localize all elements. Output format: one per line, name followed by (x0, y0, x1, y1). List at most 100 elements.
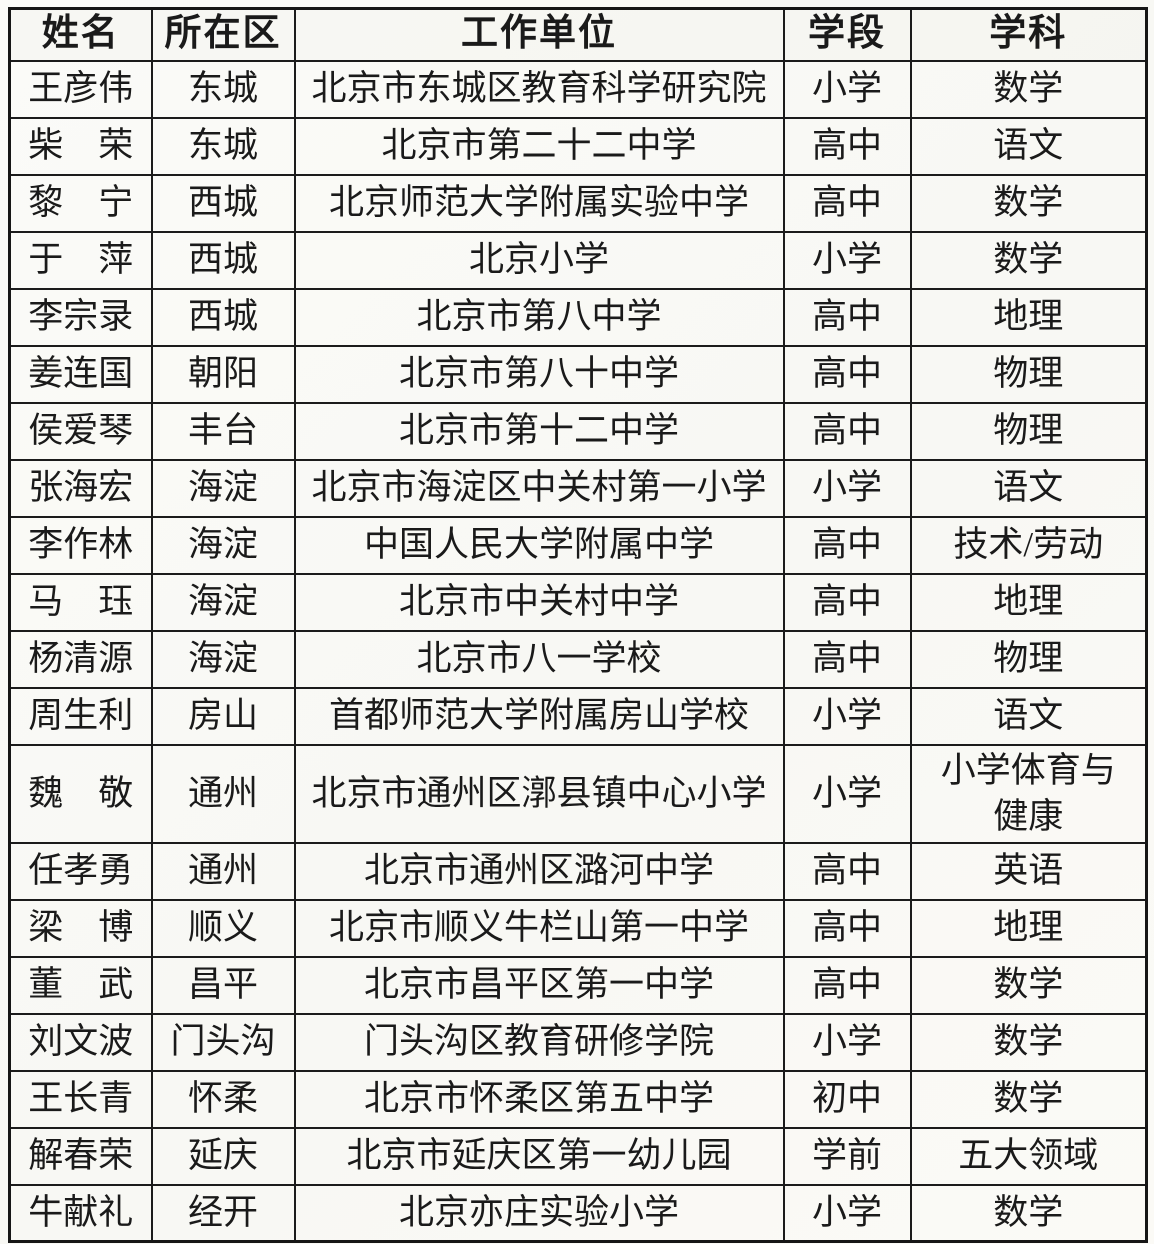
cell-name: 马 珏 (8, 572, 153, 632)
cell-unit: 北京市昌平区第一中学 (293, 955, 785, 1015)
cell-subject: 语文 (909, 458, 1148, 518)
cell-subject: 小学体育与健康 (909, 743, 1148, 844)
table-row: 王长青 怀柔 北京市怀柔区第五中学 初中 数学 (8, 1069, 1148, 1129)
cell-name: 刘文波 (8, 1012, 153, 1072)
cell-stage: 高中 (782, 898, 912, 958)
cell-subject: 物理 (909, 629, 1148, 689)
table-row: 王彦伟 东城 北京市东城区教育科学研究院 小学 数学 (8, 59, 1148, 119)
table-row: 黎 宁西城 北京师范大学附属实验中学 高中 数学 (8, 173, 1148, 233)
cell-stage: 高中 (782, 116, 912, 176)
cell-subject: 地理 (909, 287, 1148, 347)
table-row: 张海宏 海淀 北京市海淀区中关村第一小学 小学 语文 (8, 458, 1148, 518)
cell-unit: 北京市八一学校 (293, 629, 785, 689)
cell-subject: 数学 (909, 1183, 1148, 1243)
cell-unit: 首都师范大学附属房山学校 (293, 686, 785, 746)
table-body: 王彦伟 东城 北京市东城区教育科学研究院 小学 数学柴 荣东城 北京市第二十二中学 高中 语文… (8, 59, 1148, 1243)
cell-subject: 物理 (909, 344, 1148, 404)
cell-subject: 语文 (909, 116, 1148, 176)
cell-subject: 英语 (909, 841, 1148, 901)
cell-stage: 高中 (782, 955, 912, 1015)
cell-district: 西城 (150, 230, 296, 290)
table-row: 解春荣 延庆 北京市延庆区第一幼儿园 学前 五大领域 (8, 1126, 1148, 1186)
cell-name: 解春荣 (8, 1126, 153, 1186)
table-row: 任孝勇 通州 北京市通州区潞河中学 高中 英语 (8, 841, 1148, 901)
cell-stage: 高中 (782, 515, 912, 575)
cell-unit: 北京市第八十中学 (293, 344, 785, 404)
header-cell-unit: 工作单位 (293, 7, 785, 62)
cell-district: 海淀 (150, 572, 296, 632)
cell-subject: 技术/劳动 (909, 515, 1148, 575)
table-row: 梁 博顺义 北京市顺义牛栏山第一中学 高中 地理 (8, 898, 1148, 958)
cell-district: 通州 (150, 841, 296, 901)
cell-name: 黎 宁 (8, 173, 153, 233)
cell-name: 魏 敬 (8, 743, 153, 844)
cell-unit: 北京小学 (293, 230, 785, 290)
header-cell-stage: 学段 (782, 7, 912, 62)
cell-district: 丰台 (150, 401, 296, 461)
cell-subject: 五大领域 (909, 1126, 1148, 1186)
cell-unit: 北京市第十二中学 (293, 401, 785, 461)
table-row: 侯爱琴 丰台 北京市第十二中学 高中 物理 (8, 401, 1148, 461)
table-row: 魏 敬通州 北京市通州区漷县镇中心小学 小学 小学体育与健康 (8, 743, 1148, 844)
cell-district: 顺义 (150, 898, 296, 958)
cell-stage: 小学 (782, 458, 912, 518)
cell-name: 王彦伟 (8, 59, 153, 119)
cell-district: 通州 (150, 743, 296, 844)
cell-district: 海淀 (150, 515, 296, 575)
header-cell-district: 所在区 (150, 7, 296, 62)
cell-stage: 高中 (782, 629, 912, 689)
cell-unit: 北京市通州区漷县镇中心小学 (293, 743, 785, 844)
cell-stage: 高中 (782, 841, 912, 901)
table-row: 董 武昌平 北京市昌平区第一中学 高中 数学 (8, 955, 1148, 1015)
cell-district: 昌平 (150, 955, 296, 1015)
cell-subject: 数学 (909, 955, 1148, 1015)
cell-stage: 小学 (782, 230, 912, 290)
cell-name: 李作林 (8, 515, 153, 575)
cell-unit: 北京市顺义牛栏山第一中学 (293, 898, 785, 958)
cell-unit: 北京市东城区教育科学研究院 (293, 59, 785, 119)
cell-subject: 地理 (909, 572, 1148, 632)
cell-stage: 小学 (782, 686, 912, 746)
header-cell-name: 姓名 (8, 7, 153, 62)
table-row: 牛献礼 经开 北京亦庄实验小学 小学 数学 (8, 1183, 1148, 1243)
cell-district: 西城 (150, 173, 296, 233)
cell-unit: 北京市第二十二中学 (293, 116, 785, 176)
header-cell-subject: 学科 (909, 7, 1148, 62)
cell-stage: 学前 (782, 1126, 912, 1186)
teacher-table: 姓名 所在区 工作单位 学段 学科 王彦伟 东城 北京市东城区教育科学研究院 小学 数学柴 荣东… (8, 7, 1148, 1244)
cell-name: 梁 博 (8, 898, 153, 958)
cell-unit: 北京市第八中学 (293, 287, 785, 347)
cell-name: 侯爱琴 (8, 401, 153, 461)
cell-stage: 小学 (782, 743, 912, 844)
cell-unit: 北京亦庄实验小学 (293, 1183, 785, 1243)
cell-stage: 小学 (782, 1183, 912, 1243)
table-row: 于 萍西城 北京小学 小学 数学 (8, 230, 1148, 290)
cell-district: 延庆 (150, 1126, 296, 1186)
cell-subject: 物理 (909, 401, 1148, 461)
cell-subject: 数学 (909, 1069, 1148, 1129)
cell-stage: 高中 (782, 344, 912, 404)
cell-stage: 高中 (782, 572, 912, 632)
cell-subject: 数学 (909, 59, 1148, 119)
cell-name: 柴 荣 (8, 116, 153, 176)
cell-name: 于 萍 (8, 230, 153, 290)
cell-district: 东城 (150, 116, 296, 176)
cell-unit: 北京市通州区潞河中学 (293, 841, 785, 901)
cell-name: 杨清源 (8, 629, 153, 689)
table-row: 刘文波 门头沟 门头沟区教育研修学院 小学 数学 (8, 1012, 1148, 1072)
cell-unit: 北京市怀柔区第五中学 (293, 1069, 785, 1129)
cell-district: 怀柔 (150, 1069, 296, 1129)
cell-name: 周生利 (8, 686, 153, 746)
cell-unit: 门头沟区教育研修学院 (293, 1012, 785, 1072)
table-row: 周生利 房山 首都师范大学附属房山学校 小学 语文 (8, 686, 1148, 746)
cell-subject: 语文 (909, 686, 1148, 746)
table-row: 柴 荣东城 北京市第二十二中学 高中 语文 (8, 116, 1148, 176)
cell-unit: 中国人民大学附属中学 (293, 515, 785, 575)
cell-unit: 北京市海淀区中关村第一小学 (293, 458, 785, 518)
cell-subject: 数学 (909, 230, 1148, 290)
cell-name: 张海宏 (8, 458, 153, 518)
cell-district: 西城 (150, 287, 296, 347)
cell-name: 王长青 (8, 1069, 153, 1129)
table-row: 李宗录 西城 北京市第八中学 高中 地理 (8, 287, 1148, 347)
